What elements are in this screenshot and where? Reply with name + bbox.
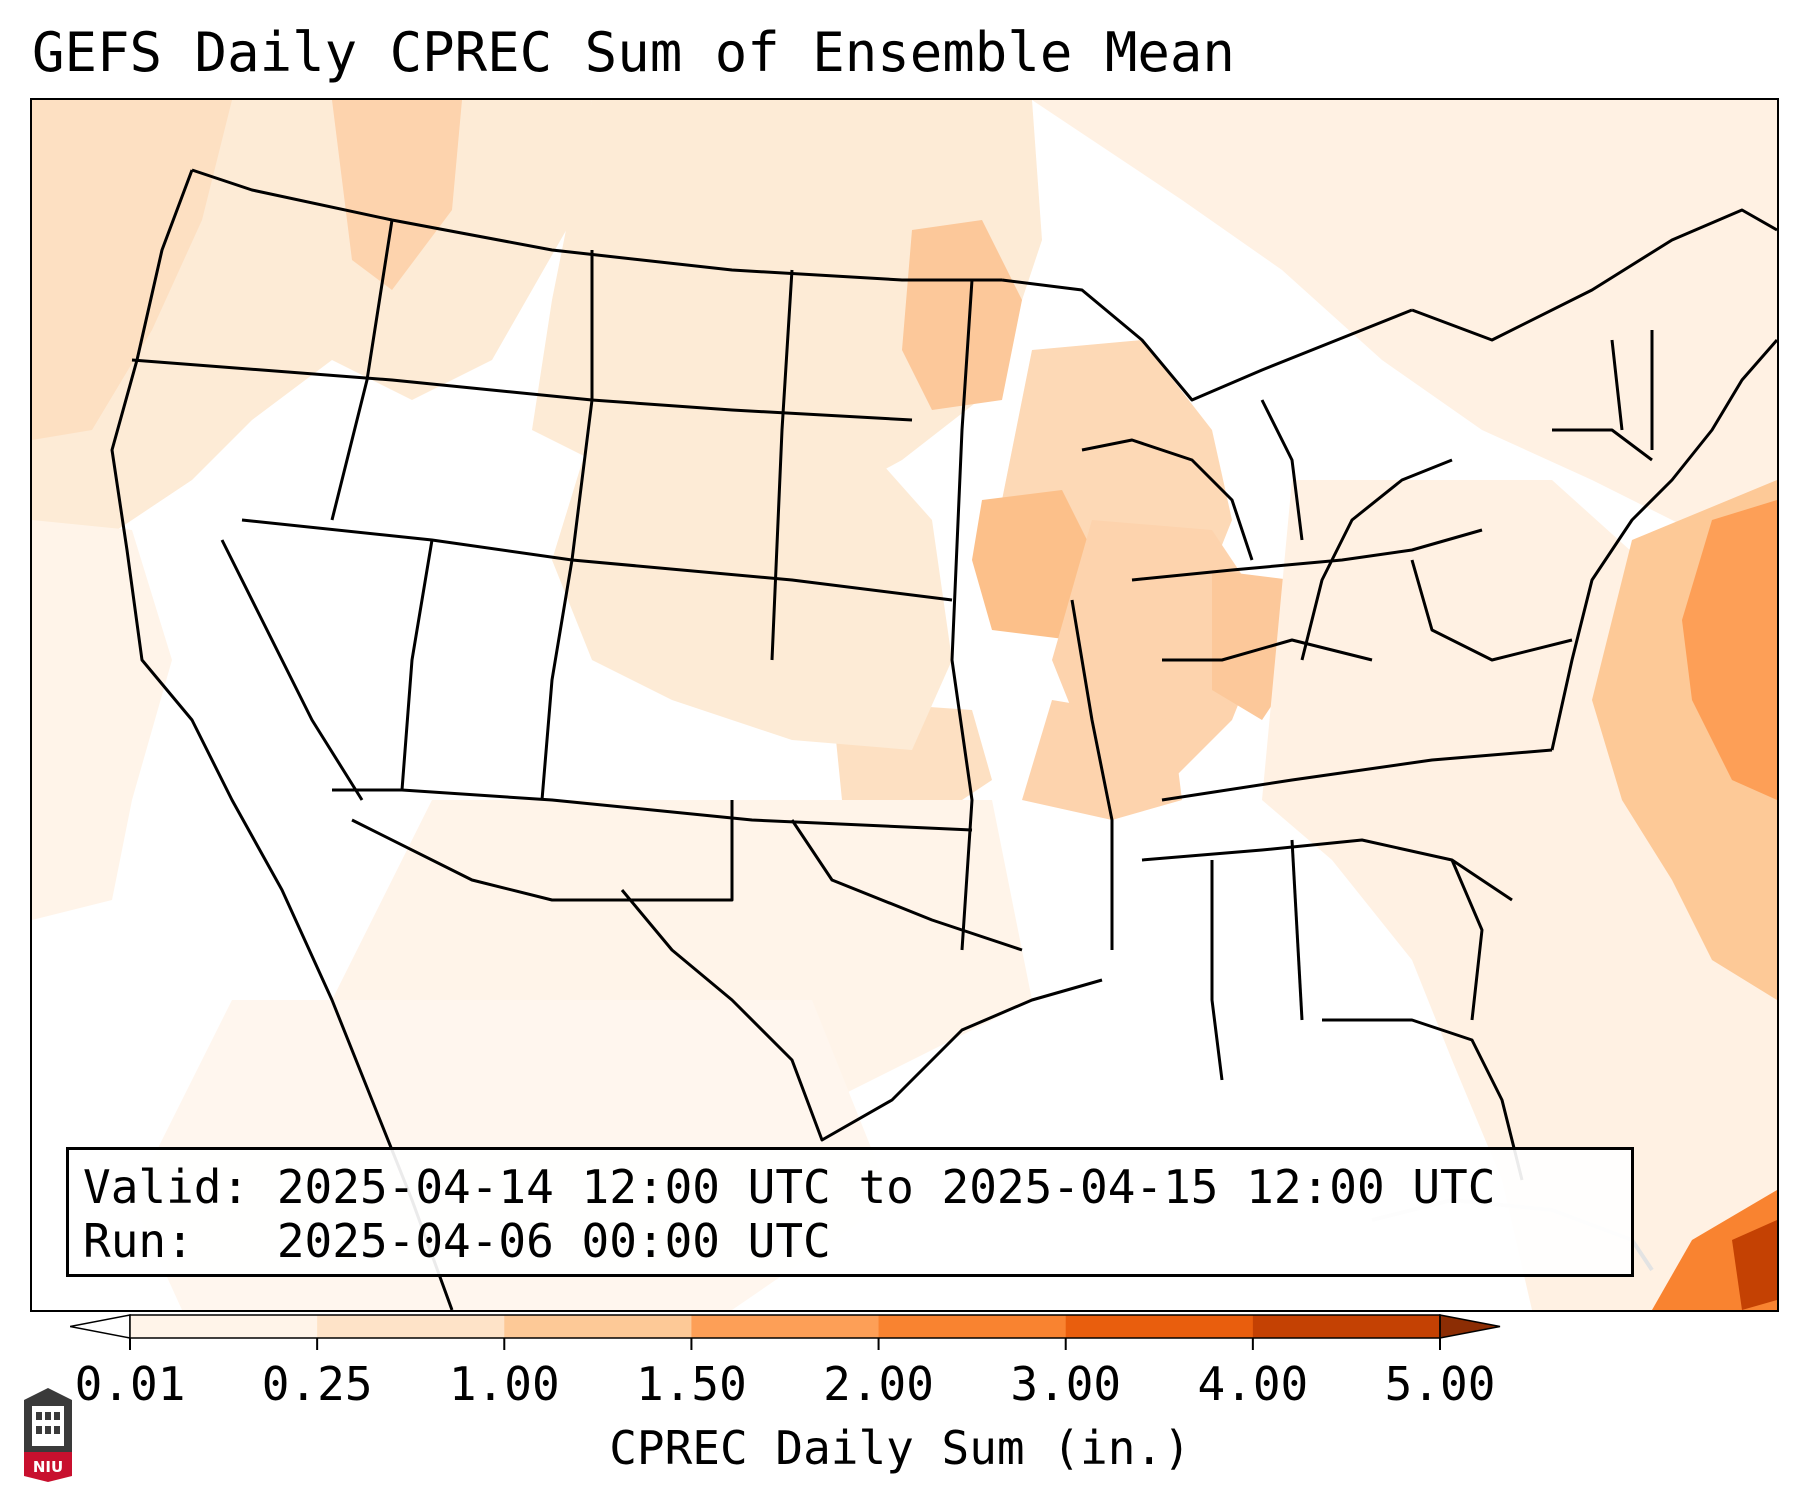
tick-label: 2.00	[823, 1357, 934, 1411]
colorbar-segments	[70, 1314, 1501, 1339]
tick-label: 1.00	[448, 1357, 560, 1411]
run-time-text: Run: 2025-04-06 00:00 UTC	[83, 1214, 831, 1268]
map-panel	[30, 98, 1779, 1312]
colorbar-under-triangle	[70, 1314, 131, 1339]
map-title: GEFS Daily CPREC Sum of Ensemble Mean	[32, 21, 1235, 84]
tick-label: 4.00	[1197, 1357, 1309, 1411]
tick-label: 0.01	[74, 1357, 186, 1411]
precip-map	[32, 100, 1777, 1310]
valid-time-text: Valid: 2025-04-14 12:00 UTC to 2025-04-1…	[83, 1160, 1496, 1214]
colorbar-segment	[317, 1315, 505, 1338]
colorbar-segment	[878, 1315, 1067, 1338]
colorbar	[70, 1314, 1501, 1350]
colorbar-segment	[1065, 1315, 1254, 1338]
colorbar-over-triangle	[1439, 1314, 1501, 1339]
colorbar-ticks	[129, 1338, 1441, 1350]
colorbar-segment	[504, 1315, 692, 1338]
university-tower-icon: NIU	[24, 1388, 72, 1482]
tick-label: 5.00	[1384, 1357, 1496, 1411]
precip-shading	[32, 100, 1777, 1310]
state-boundaries	[110, 168, 1777, 1310]
colorbar-segment	[130, 1315, 318, 1338]
valid-run-box: Valid: 2025-04-14 12:00 UTC to 2025-04-1…	[66, 1147, 1634, 1277]
colorbar-label: CPREC Daily Sum (in.)	[609, 1421, 1191, 1475]
colorbar-frame	[129, 1314, 1441, 1339]
colorbar-segment	[691, 1315, 880, 1338]
tick-label: 0.25	[261, 1357, 373, 1411]
svg-text:NIU: NIU	[33, 1458, 63, 1476]
tick-label: 1.50	[636, 1357, 747, 1411]
tick-label: 3.00	[1010, 1357, 1122, 1411]
colorbar-segment	[1252, 1315, 1441, 1338]
